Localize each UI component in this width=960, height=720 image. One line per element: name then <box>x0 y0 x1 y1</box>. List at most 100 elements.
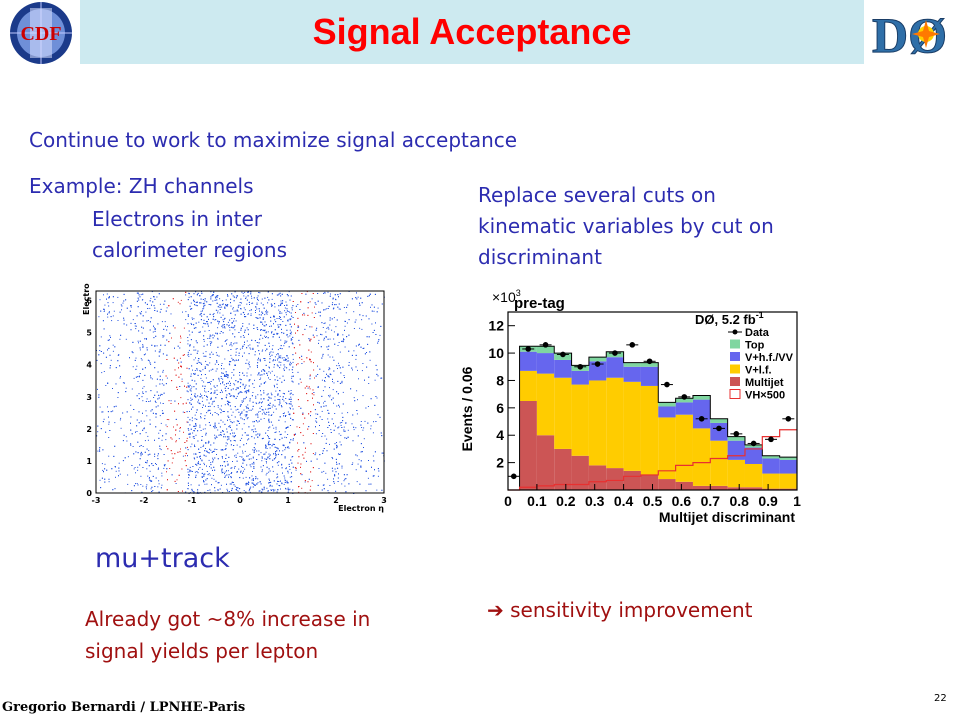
y-tick-label: 6 <box>496 400 504 416</box>
bar-v-l-f- <box>710 440 728 486</box>
bar-v-l-f- <box>554 377 572 449</box>
scatter-x-tick: -3 <box>92 496 101 505</box>
y-tick-label: 12 <box>488 318 504 334</box>
bar-v-h-f-vv <box>640 366 659 386</box>
legend-label: VH×500 <box>745 390 785 402</box>
x-tick-label: 0.4 <box>614 493 634 509</box>
bar-top <box>658 402 676 407</box>
bar-v-h-f-vv <box>536 353 555 374</box>
scatter-x-tick: 1 <box>285 496 291 505</box>
left-bottom-text: Already got ~8% increase in signal yield… <box>85 607 371 663</box>
mu-track-label: mu+track <box>95 543 230 574</box>
chart-multiplier: ×103 <box>492 288 521 305</box>
bar-v-h-f-vv <box>710 422 728 441</box>
scatter-y-tick: 4 <box>86 361 92 370</box>
footer-author: Gregorio Bernardi / LPNHE-Paris <box>2 700 246 715</box>
legend-label: Data <box>745 327 770 339</box>
bar-v-h-f-vv <box>571 370 589 385</box>
sensitivity-text: sensitivity improvement <box>510 598 753 622</box>
bar-multijet <box>623 470 641 490</box>
x-tick-label: 0.2 <box>556 493 576 509</box>
x-tick-label: 1 <box>793 493 801 509</box>
chart-xlabel: Multijet discriminant <box>659 509 795 525</box>
bar-v-l-f- <box>692 428 711 486</box>
bar-v-l-f- <box>744 463 763 488</box>
x-tick-label: 0.7 <box>701 493 721 509</box>
x-tick-label: 0.6 <box>672 493 692 509</box>
bar-v-l-f- <box>588 380 607 466</box>
bar-multijet <box>710 485 728 490</box>
bar-v-l-f- <box>606 377 624 469</box>
bar-v-h-f-vv <box>762 458 780 474</box>
scatter-x-tick: 0 <box>237 496 243 505</box>
bar-v-h-f-vv <box>606 357 624 378</box>
bar-top <box>692 395 711 400</box>
bar-multijet <box>762 488 780 490</box>
bar-multijet <box>606 468 624 490</box>
bar-v-l-f- <box>762 473 780 489</box>
bar-top <box>675 398 693 403</box>
x-tick-label: 0.1 <box>527 493 547 509</box>
bar-multijet <box>536 435 555 490</box>
right-text: Replace several cuts on kinematic variab… <box>478 183 774 269</box>
legend-signal-swatch <box>729 389 741 399</box>
chart-ylabel: Events / 0.06 <box>459 366 475 451</box>
bar-multijet <box>744 487 763 490</box>
bar-v-h-f-vv <box>519 351 537 371</box>
legend-data-marker <box>732 329 738 335</box>
bar-top <box>762 455 780 459</box>
bar-v-h-f-vv <box>727 440 745 460</box>
bar-multijet <box>571 455 589 490</box>
bar-v-l-f- <box>640 385 659 475</box>
scatter-ylabel: Electron φ <box>82 283 91 315</box>
y-tick-label: 10 <box>488 345 504 361</box>
y-tick-label: 8 <box>496 372 504 388</box>
bar-multijet <box>658 479 676 490</box>
bar-v-h-f-vv <box>692 399 711 429</box>
bar-v-h-f-vv <box>675 402 693 415</box>
bar-v-l-f- <box>779 473 797 489</box>
bar-v-h-f-vv <box>779 459 797 474</box>
d0-logo: DØ <box>866 2 958 64</box>
bar-v-l-f- <box>571 384 589 456</box>
scatter-y-tick: 0 <box>86 489 92 498</box>
scatter-y-tick: 2 <box>86 425 92 434</box>
bar-v-l-f- <box>519 370 537 401</box>
chart-annotation-d0: DØ, 5.2 fb-1 <box>695 310 764 327</box>
bar-v-l-f- <box>675 414 693 482</box>
bar-top <box>588 357 607 362</box>
legend-label: Multijet <box>745 377 784 389</box>
bar-top <box>536 346 555 354</box>
scatter-y-tick: 1 <box>86 457 92 466</box>
x-tick-label: 0.5 <box>643 493 663 509</box>
bar-v-h-f-vv <box>588 361 607 381</box>
bar-v-l-f- <box>623 381 641 471</box>
slide-title: Signal Acceptance <box>312 11 632 52</box>
scatter-x-tick: -1 <box>188 496 197 505</box>
chart-annotation-pretag: pre-tag <box>514 295 565 312</box>
scatter-points <box>96 291 385 494</box>
bar-multijet <box>640 474 659 490</box>
bar-top <box>779 457 797 460</box>
x-tick-label: 0.9 <box>758 493 778 509</box>
y-tick-label: 2 <box>496 455 504 471</box>
cdf-logo: CDF <box>2 0 80 66</box>
bar-top <box>727 436 745 441</box>
bar-top <box>640 362 659 367</box>
total-outline <box>508 345 797 491</box>
scatter-y-tick: 3 <box>86 393 92 402</box>
electron-eta-phi-plot: -3 -2 -1 0 1 2 3 0 1 2 3 4 5 6 Electron φ Electron η <box>78 283 400 523</box>
bar-v-h-f-vv <box>744 447 763 464</box>
legend-label: V+l.f. <box>745 365 772 377</box>
scatter-y-tick: 6 <box>86 297 92 306</box>
scatter-x-tick: 3 <box>381 496 387 505</box>
legend-swatch <box>730 377 740 386</box>
legend-swatch <box>730 339 740 349</box>
x-tick-label: 0.8 <box>729 493 749 509</box>
bar-v-h-f-vv <box>623 366 641 382</box>
bar-multijet <box>675 481 693 490</box>
y-tick-label: 4 <box>496 427 504 443</box>
x-tick-label: 0 <box>504 493 512 509</box>
bar-top <box>710 418 728 423</box>
intro-line: Continue to work to maximize signal acce… <box>29 128 518 152</box>
